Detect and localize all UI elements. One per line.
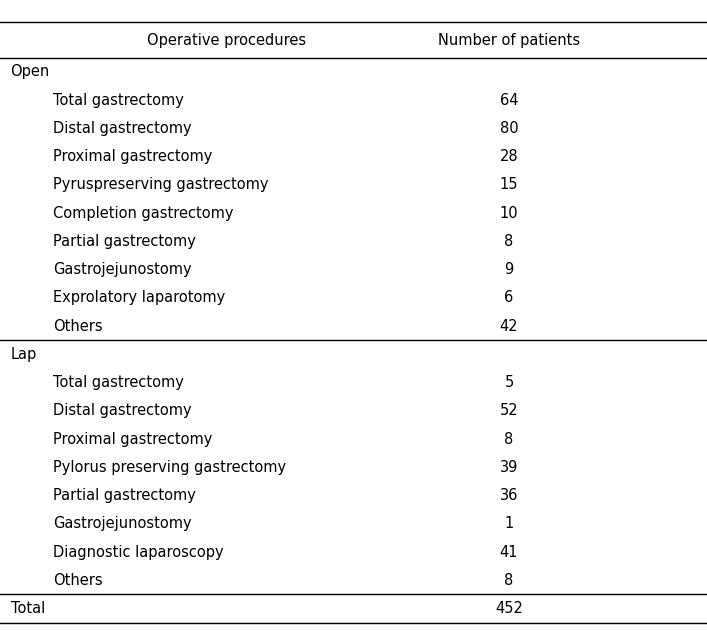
Text: 64: 64 [500,92,518,108]
Text: Partial gastrectomy: Partial gastrectomy [53,488,196,503]
Text: 15: 15 [500,177,518,193]
Text: Operative procedures: Operative procedures [146,33,306,48]
Text: 452: 452 [495,601,523,616]
Text: 1: 1 [504,516,514,532]
Text: 36: 36 [500,488,518,503]
Text: Total gastrectomy: Total gastrectomy [53,92,184,108]
Text: 6: 6 [504,290,514,306]
Text: Partial gastrectomy: Partial gastrectomy [53,234,196,249]
Text: Gastrojejunostomy: Gastrojejunostomy [53,516,192,532]
Text: Distal gastrectomy: Distal gastrectomy [53,403,192,419]
Text: Proximal gastrectomy: Proximal gastrectomy [53,431,212,447]
Text: 39: 39 [500,460,518,475]
Text: Pylorus preserving gastrectomy: Pylorus preserving gastrectomy [53,460,286,475]
Text: Others: Others [53,318,103,334]
Text: Proximal gastrectomy: Proximal gastrectomy [53,149,212,164]
Text: 80: 80 [500,121,518,136]
Text: 8: 8 [504,234,514,249]
Text: Gastrojejunostomy: Gastrojejunostomy [53,262,192,277]
Text: 10: 10 [500,205,518,221]
Text: Total gastrectomy: Total gastrectomy [53,375,184,390]
Text: Others: Others [53,573,103,588]
Text: Exprolatory laparotomy: Exprolatory laparotomy [53,290,226,306]
Text: Lap: Lap [11,347,37,362]
Text: 52: 52 [500,403,518,419]
Text: 28: 28 [500,149,518,164]
Text: Total: Total [11,601,45,616]
Text: 5: 5 [504,375,514,390]
Text: Diagnostic laparoscopy: Diagnostic laparoscopy [53,544,223,560]
Text: Completion gastrectomy: Completion gastrectomy [53,205,233,221]
Text: 9: 9 [504,262,514,277]
Text: Pyruspreserving gastrectomy: Pyruspreserving gastrectomy [53,177,269,193]
Text: 8: 8 [504,573,514,588]
Text: Number of patients: Number of patients [438,33,580,48]
Text: Distal gastrectomy: Distal gastrectomy [53,121,192,136]
Text: 42: 42 [500,318,518,334]
Text: Open: Open [11,64,50,80]
Text: 41: 41 [500,544,518,560]
Text: 8: 8 [504,431,514,447]
